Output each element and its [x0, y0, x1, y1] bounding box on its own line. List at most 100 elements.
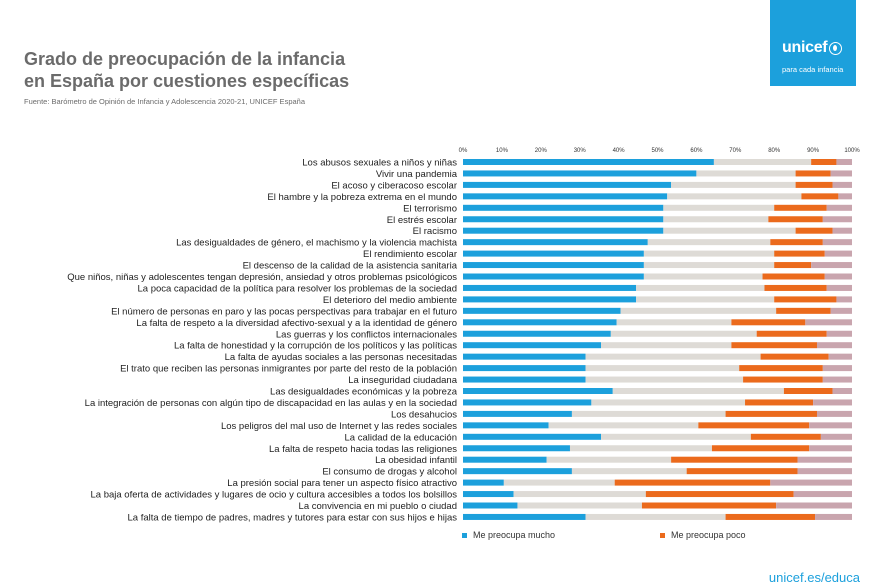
category-label: Los desahucios: [391, 409, 457, 420]
bar-segment-nada: [826, 330, 852, 337]
bar-segment-bastante: [591, 399, 746, 406]
bar-segment-nada: [805, 319, 852, 326]
category-label: El hambre y la pobreza extrema en el mun…: [267, 192, 457, 203]
bar-segment-mucho: [463, 319, 617, 326]
bar-segment-bastante: [513, 491, 646, 498]
bar-segment-bastante: [569, 445, 712, 452]
legend-item-mucho: Me preocupa mucho: [462, 530, 555, 540]
bar-segment-poco: [760, 353, 829, 360]
bar-segment-poco: [614, 479, 771, 486]
bar-segment-mucho: [463, 365, 586, 372]
bar-segment-poco: [745, 399, 814, 406]
bar-segment-mucho: [463, 376, 586, 383]
title-line-1: Grado de preocupación de la infancia: [24, 49, 346, 69]
bar-segment-mucho: [463, 193, 668, 200]
category-label: Que niños, niñas y adolescentes tengan d…: [67, 272, 457, 283]
bar-segment-poco: [762, 273, 825, 280]
category-label: El estrés escolar: [387, 215, 457, 226]
bar-segment-mucho: [463, 491, 514, 498]
bar-segment-mucho: [463, 273, 644, 280]
bar-segment-nada: [816, 410, 852, 417]
bar-segment-bastante: [636, 284, 765, 291]
bar-segment-poco: [743, 376, 823, 383]
bar-segment-mucho: [463, 410, 572, 417]
bar-segment-mucho: [463, 239, 648, 246]
bar-segment-mucho: [463, 181, 672, 188]
legend-label-mucho: Me preocupa mucho: [473, 530, 556, 540]
bar-segment-bastante: [667, 193, 802, 200]
bar-segment-nada: [832, 181, 852, 188]
category-label: Los peligros del mal uso de Internet y l…: [221, 421, 457, 432]
category-label: La presión social para tener un aspecto …: [227, 478, 457, 489]
x-tick-label: 20%: [535, 148, 548, 154]
category-label: La convivencia en mi pueblo o ciudad: [299, 501, 457, 512]
bar-segment-nada: [828, 353, 852, 360]
bar-segment-nada: [816, 342, 852, 349]
bar-segment-poco: [641, 502, 777, 509]
bar-segment-poco: [774, 250, 825, 257]
x-tick-label: 10%: [496, 148, 509, 154]
footer-url: unicef.es/educa: [768, 570, 860, 585]
bar-segment-mucho: [463, 502, 518, 509]
bar-segment-bastante: [643, 273, 763, 280]
x-tick-label: 80%: [768, 148, 781, 154]
bar-segment-poco: [811, 159, 837, 165]
bar-segment-bastante: [663, 227, 796, 234]
x-tick-label: 60%: [690, 148, 703, 154]
category-label: La falta de ayudas sociales a las person…: [225, 352, 458, 363]
category-label: El terrorismo: [403, 203, 457, 214]
bar-segment-nada: [822, 365, 852, 372]
bar-segment-nada: [822, 216, 852, 223]
category-label: El acoso y ciberacoso escolar: [331, 180, 457, 191]
bar-segment-poco: [795, 181, 833, 188]
bar-segment-poco: [725, 513, 816, 520]
bar-segment-nada: [793, 491, 852, 498]
category-label: El rendimiento escolar: [363, 249, 457, 260]
bar-segment-bastante: [601, 433, 751, 440]
bar-segment-nada: [822, 239, 852, 246]
x-tick-label: 100%: [844, 148, 860, 154]
category-label: El consumo de drogas y alcohol: [322, 467, 457, 478]
category-label: Las desigualdades de género, el machismo…: [176, 238, 458, 249]
unicef-brand-block: unicef para cada infancia: [770, 0, 856, 86]
bar-segment-bastante: [503, 479, 615, 486]
unicef-logo: unicef: [782, 39, 843, 57]
category-label: El descenso de la calidad de la asistenc…: [243, 261, 458, 272]
bar-segment-bastante: [616, 319, 732, 326]
bar-segment-nada: [822, 376, 852, 383]
bar-segment-poco: [770, 239, 823, 246]
bar-segment-bastante: [643, 250, 775, 257]
bar-segment-mucho: [463, 170, 697, 177]
bar-segment-poco: [731, 319, 806, 326]
category-labels: Los abusos sexuales a niños y niñasVivir…: [67, 158, 457, 524]
bar-segment-nada: [770, 479, 852, 486]
category-label: La falta de honestidad y la corrupción d…: [174, 341, 457, 352]
bar-segment-bastante: [620, 307, 777, 314]
bar-segment-mucho: [463, 262, 644, 269]
bar-segment-nada: [832, 227, 852, 234]
bar-segment-bastante: [663, 204, 775, 211]
category-label: La baja oferta de actividades y lugares …: [91, 490, 458, 501]
category-label: La falta de respeto a la diversidad afec…: [136, 318, 457, 329]
x-tick-label: 50%: [651, 148, 664, 154]
bar-segment-bastante: [671, 181, 796, 188]
bar-segment-nada: [830, 307, 852, 314]
bar-segment-poco: [774, 262, 812, 269]
x-tick-label: 70%: [729, 148, 742, 154]
bar-segment-mucho: [463, 330, 611, 337]
bar-segment-nada: [811, 262, 852, 269]
bar-segment-mucho: [463, 296, 637, 303]
bar-segment-bastante: [663, 216, 769, 223]
bar-segment-nada: [826, 204, 852, 211]
bar-segment-nada: [820, 433, 852, 440]
bar-segment-mucho: [463, 342, 602, 349]
category-label: La falta de respeto hacia todas las reli…: [269, 444, 457, 455]
bar-segment-bastante: [571, 410, 726, 417]
bar-segment-poco: [776, 307, 831, 314]
unicef-globe-icon: [829, 41, 843, 55]
category-label: La falta de tiempo de padres, madres y t…: [127, 512, 457, 523]
category-label: El número de personas en paro y las poca…: [111, 306, 457, 317]
bar-segment-bastante: [546, 456, 672, 463]
bar-segment-poco: [774, 296, 837, 303]
bar-segment-poco: [671, 456, 798, 463]
